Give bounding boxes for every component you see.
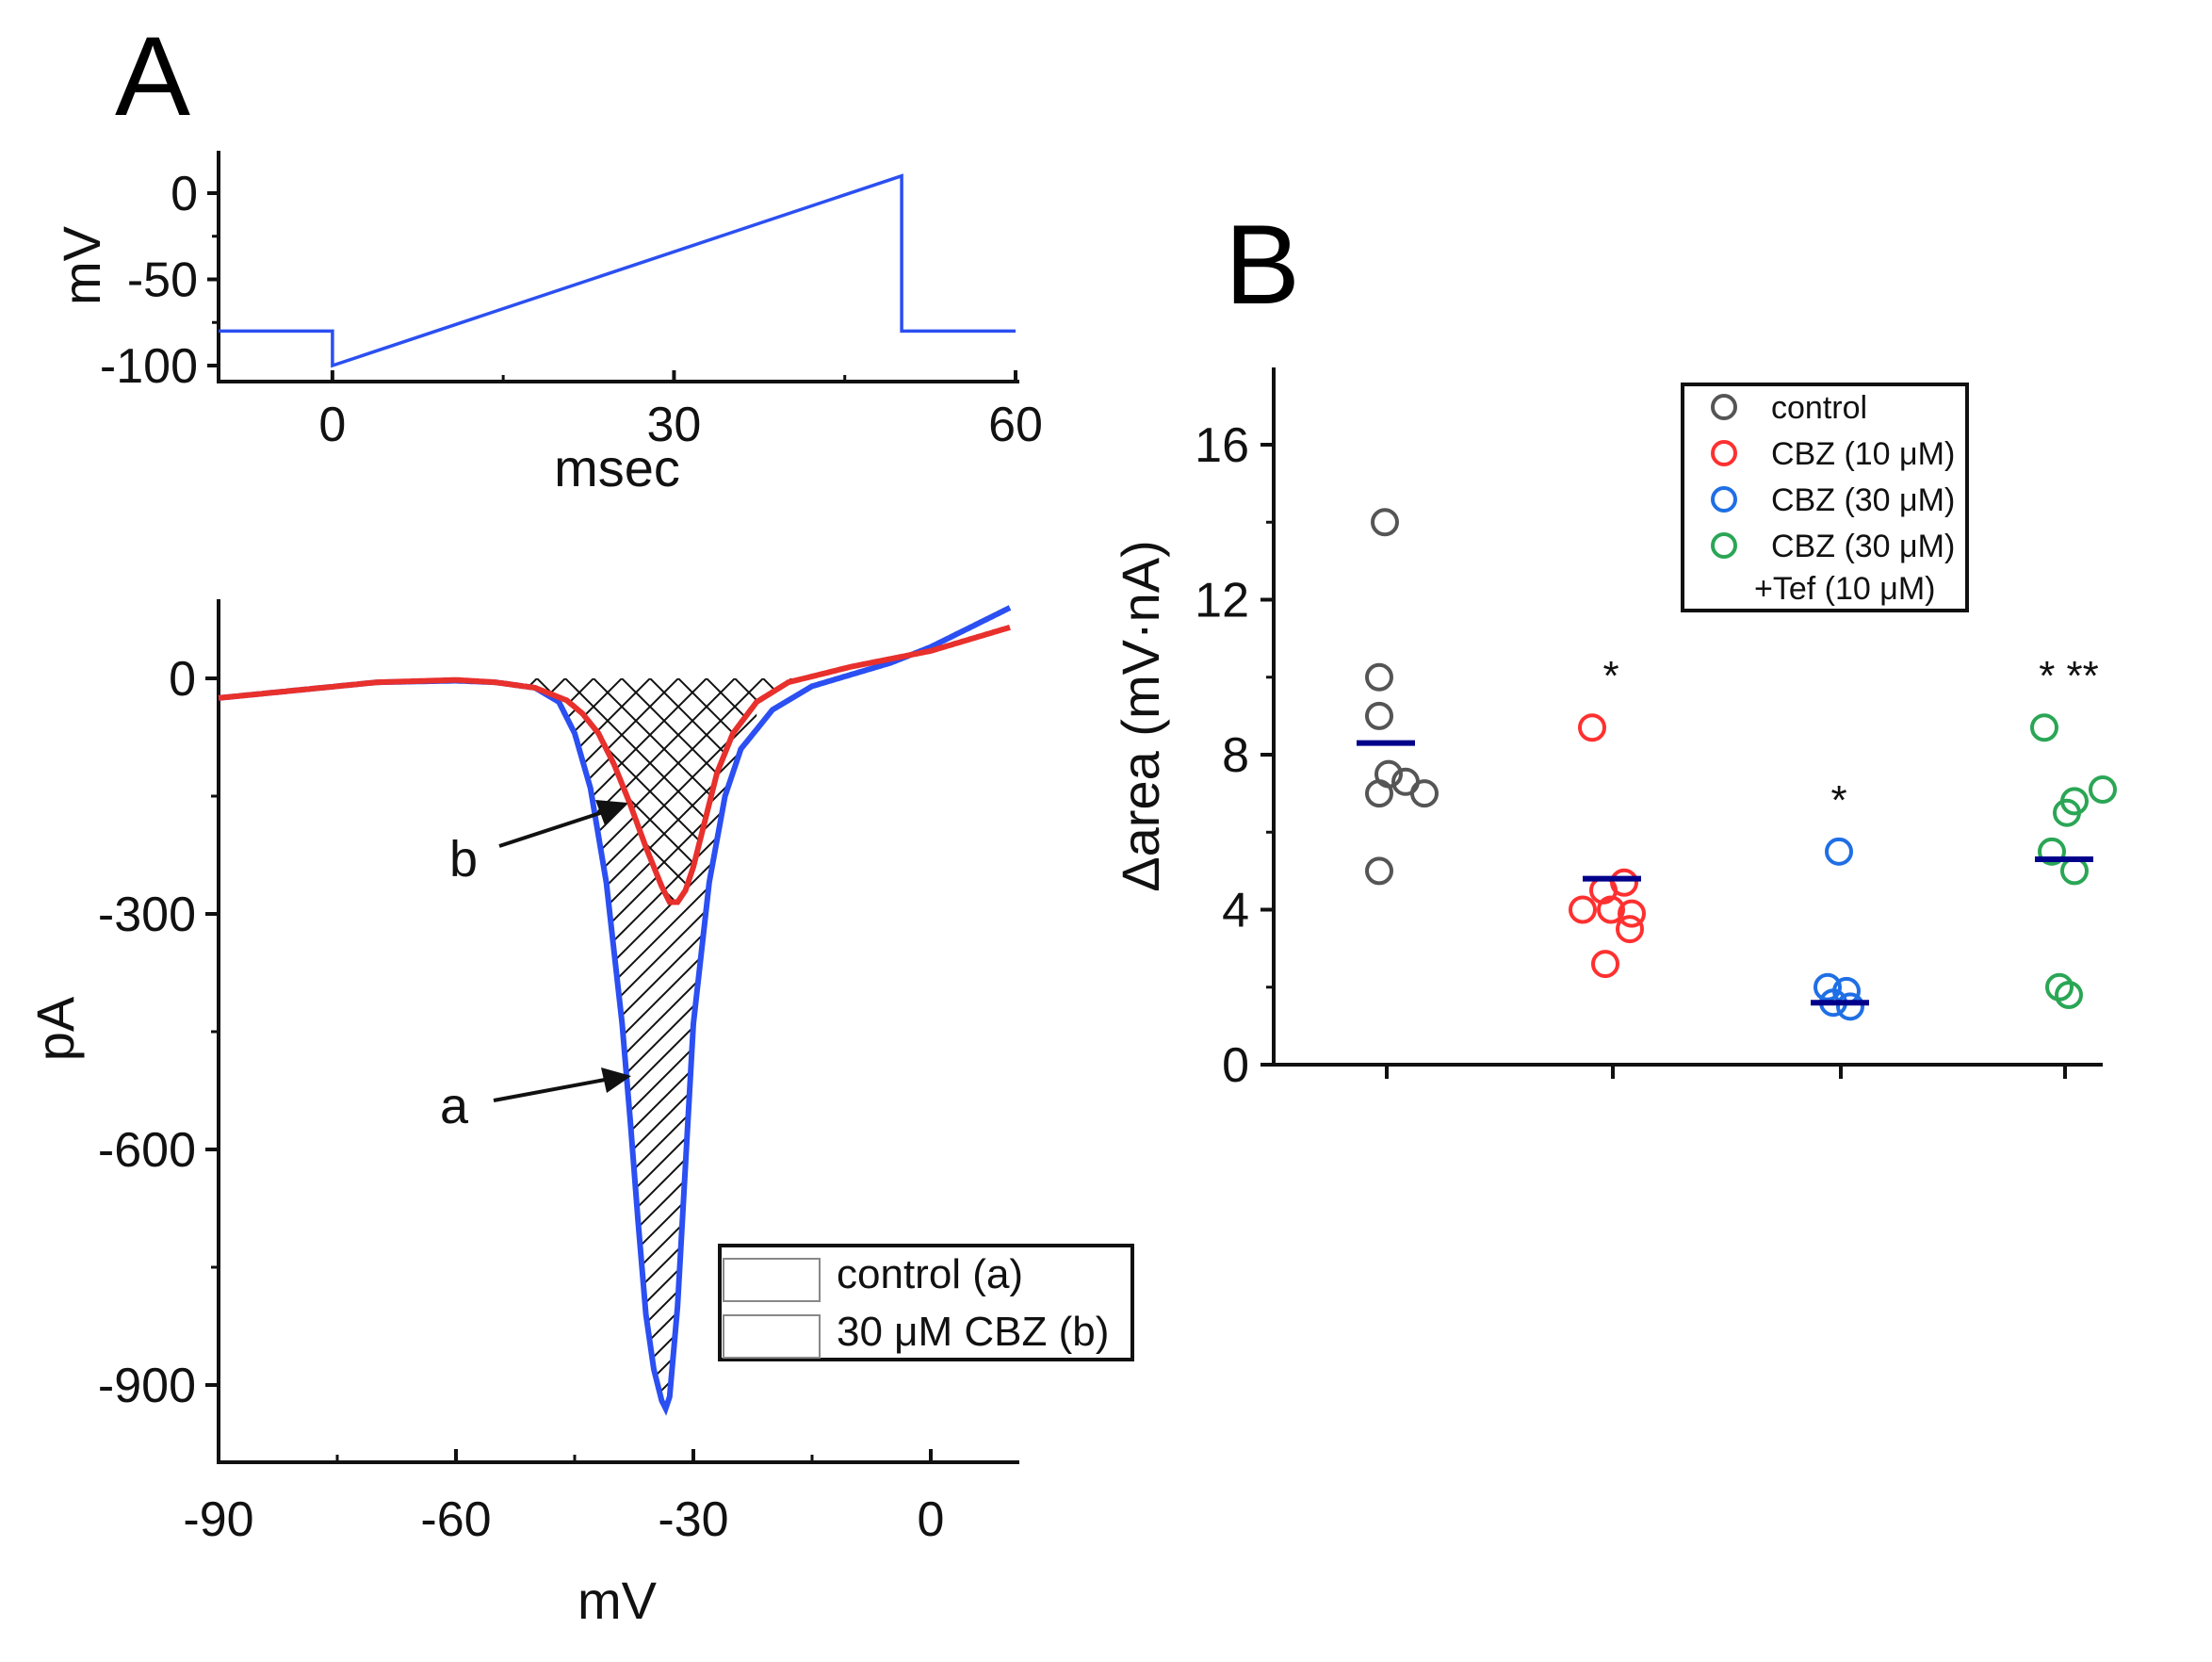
legend-control-a: control (a)	[837, 1251, 1023, 1297]
annotation-b: b	[449, 831, 478, 888]
area-b-hatch	[519, 678, 868, 903]
area-y-tick-label: 8	[1222, 728, 1249, 783]
area-y-tick-label: 4	[1222, 884, 1249, 938]
data-point	[1371, 508, 1399, 537]
data-point	[2089, 775, 2117, 805]
protocol-chart: 0 30 60 0 -50 -100 msec mV	[52, 151, 1043, 497]
significance-mark: * **	[2039, 653, 2099, 699]
panel-label-b: B	[1225, 202, 1300, 328]
area-y-tick-label: 0	[1222, 1038, 1249, 1093]
iv-x-tick-label: -30	[658, 1492, 728, 1547]
legend-marker-control	[1711, 394, 1737, 420]
protocol-x-tick-label: 0	[318, 398, 346, 452]
iv-chart: -90 -60 -30 00-300-600-900 b a control (a) …	[25, 599, 1134, 1630]
legend-marker-tef	[1711, 532, 1737, 559]
legend-cbz-b: 30 μM CBZ (b)	[837, 1309, 1109, 1355]
significance-mark: *	[1830, 777, 1846, 823]
iv-x-tick-label: -90	[183, 1492, 253, 1547]
data-point	[2038, 837, 2066, 866]
protocol-x-tick-label: 30	[647, 398, 702, 452]
area-y-tick-label: 12	[1195, 574, 1249, 628]
data-point	[1814, 972, 1842, 1002]
legend-label-tef: CBZ (30 μM)	[1771, 529, 1955, 564]
legend-label-tef-2: +Tef (10 μM)	[1754, 571, 1935, 607]
legend-label-control: control	[1771, 390, 1867, 426]
data-point	[1836, 992, 1864, 1021]
cbz-trace	[218, 624, 1011, 905]
annotation-a: a	[440, 1078, 469, 1134]
iv-x-title: mV	[577, 1571, 658, 1630]
protocol-x-tick-label: 60	[988, 398, 1043, 452]
legend-marker-cbz30	[1711, 486, 1737, 513]
area-y-title: Δarea (mV·nA)	[1111, 540, 1170, 892]
data-point	[1569, 895, 1597, 924]
arrow-b	[498, 800, 627, 848]
iv-y-tick-label: -300	[98, 888, 196, 942]
panel-label-a: A	[115, 13, 190, 139]
iv-y-tick-label: -900	[98, 1359, 196, 1413]
data-point	[2055, 980, 2083, 1009]
legend-marker-cbz10	[1711, 440, 1737, 466]
area-chart: 0 4 8 12 16 * * * ** Δarea (mV·nA) control CBZ…	[1111, 367, 2117, 1093]
data-point	[1410, 779, 1439, 808]
data-point	[1591, 950, 1619, 979]
area-legend: control CBZ (10 μM) CBZ (30 μM) CBZ (30 …	[1681, 383, 1969, 612]
protocol-x-title: msec	[554, 438, 680, 497]
data-point	[1825, 837, 1853, 866]
iv-legend: control (a) 30 μM CBZ (b)	[718, 1244, 1134, 1361]
data-point	[2030, 713, 2058, 742]
legend-label-cbz30: CBZ (30 μM)	[1771, 482, 1955, 518]
significance-mark: *	[1602, 653, 1618, 699]
data-point	[1365, 662, 1393, 692]
protocol-ramp-line	[219, 173, 1016, 368]
protocol-y-tick-label: 0	[171, 167, 198, 221]
protocol-y-tick-label: -50	[127, 253, 198, 308]
data-point	[1365, 856, 1393, 886]
iv-y-tick-label: 0	[169, 652, 196, 707]
data-point	[1365, 701, 1393, 730]
data-point	[2060, 856, 2089, 886]
legend-label-cbz10: CBZ (10 μM)	[1771, 436, 1955, 472]
data-point	[1616, 915, 1644, 944]
data-point	[1618, 899, 1646, 928]
protocol-y-title: mV	[52, 225, 111, 305]
iv-x-tick-label: 0	[918, 1492, 945, 1547]
iv-y-title: pA	[25, 996, 85, 1061]
data-point	[1365, 779, 1393, 808]
area-y-tick-label: 16	[1195, 418, 1249, 473]
data-point	[2053, 798, 2081, 827]
arrow-a	[493, 1067, 631, 1102]
iv-y-tick-label: -600	[98, 1123, 196, 1178]
data-point	[1578, 713, 1606, 742]
data-point	[1597, 895, 1625, 924]
protocol-y-tick-label: -100	[100, 339, 198, 394]
iv-x-tick-label: -60	[420, 1492, 491, 1547]
